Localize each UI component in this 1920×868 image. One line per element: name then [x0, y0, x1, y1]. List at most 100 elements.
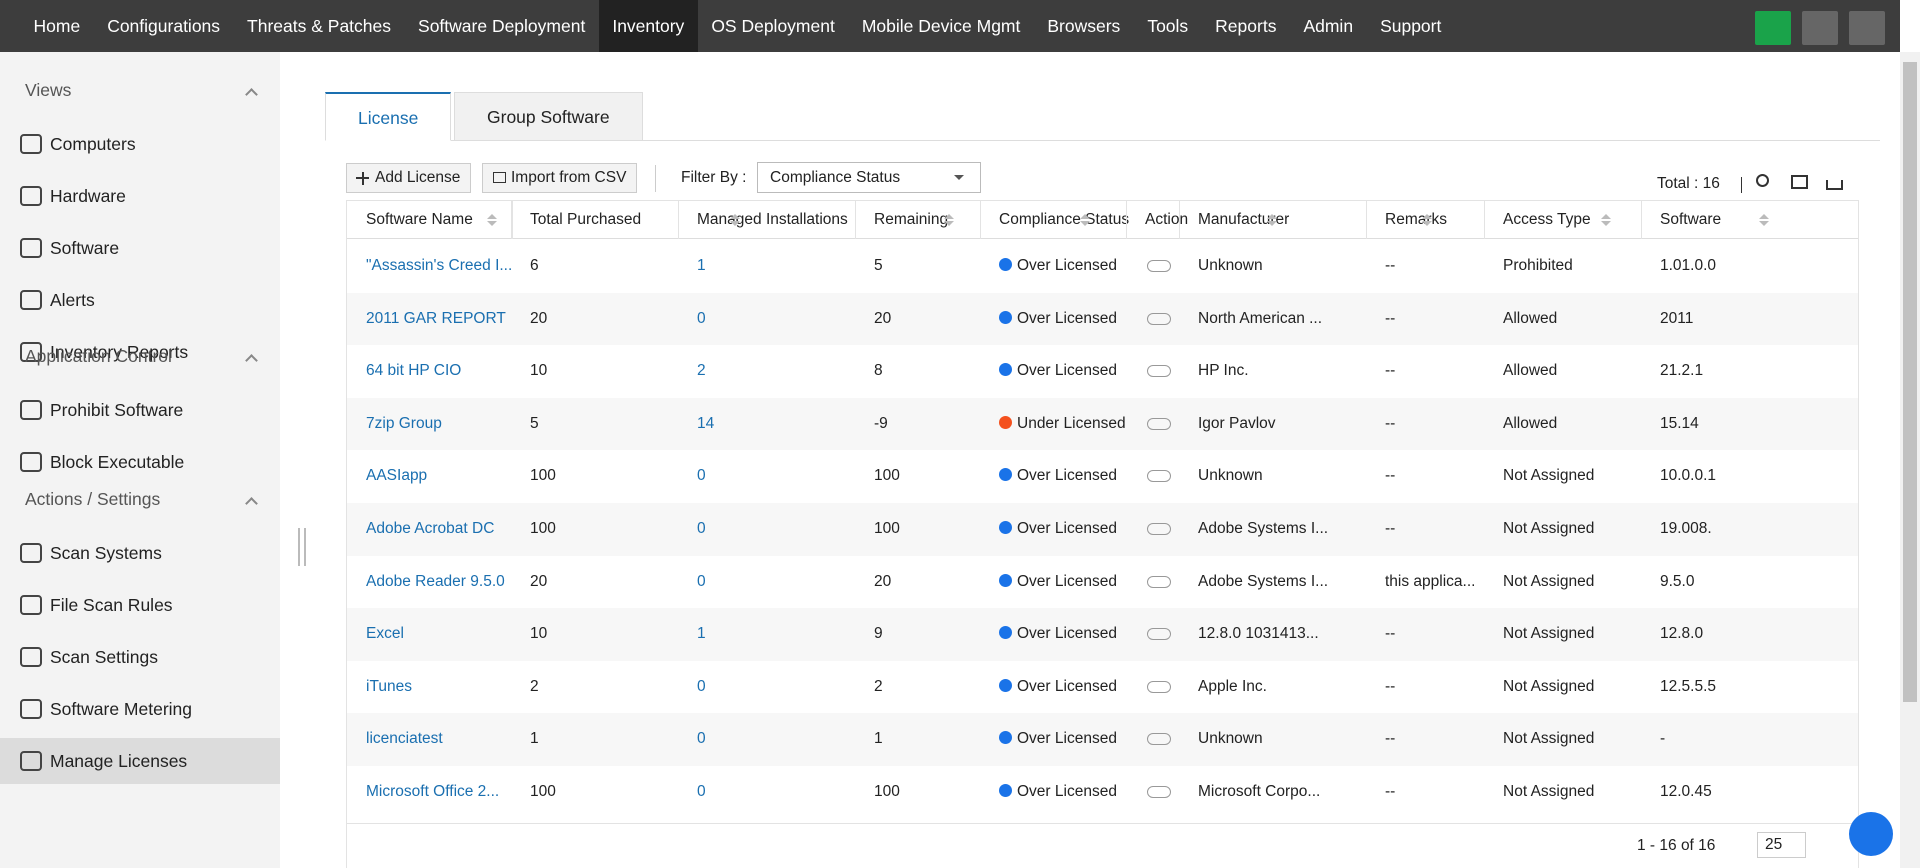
- nav-item[interactable]: Threats & Patches: [247, 16, 392, 36]
- quick-launch-button[interactable]: [1802, 11, 1838, 45]
- sidebar-item[interactable]: Software Metering: [0, 686, 280, 732]
- nav-item[interactable]: Mobile Device Mgmt: [861, 16, 1021, 36]
- cell-name[interactable]: "Assassin's Creed I...: [366, 257, 513, 274]
- action-menu[interactable]: [1147, 523, 1171, 535]
- cell-name[interactable]: Adobe Acrobat DC: [366, 520, 495, 537]
- column-header[interactable]: Access Type: [1503, 211, 1591, 228]
- nav-item[interactable]: OS Deployment: [711, 16, 835, 36]
- cell-managed[interactable]: 0: [697, 520, 706, 537]
- column-header[interactable]: Manufacturer: [1198, 211, 1290, 228]
- column-header[interactable]: Software Name: [366, 211, 473, 228]
- sort-icon[interactable]: [944, 214, 954, 219]
- collapse-icon[interactable]: [245, 497, 258, 510]
- scrollbar[interactable]: [1900, 52, 1920, 868]
- sort-icon[interactable]: [1422, 221, 1432, 226]
- cell-name[interactable]: 2011 GAR REPORT: [366, 309, 506, 327]
- action-menu[interactable]: [1147, 786, 1171, 798]
- column-header[interactable]: Remarks: [1385, 211, 1448, 228]
- sidebar-item[interactable]: Hardware: [0, 173, 280, 219]
- action-menu[interactable]: [1147, 260, 1171, 272]
- sidebar-item[interactable]: Prohibit Software: [0, 387, 280, 433]
- cell-managed[interactable]: 14: [697, 414, 715, 432]
- search-icon[interactable]: [1756, 174, 1769, 187]
- sidebar-item[interactable]: Scan Systems: [0, 530, 280, 576]
- sort-icon[interactable]: [1267, 221, 1277, 226]
- sort-icon[interactable]: [1080, 214, 1090, 219]
- column-header[interactable]: Software: [1660, 211, 1722, 228]
- actions-button[interactable]: [1849, 11, 1885, 45]
- cell-name[interactable]: Microsoft Office 2...: [366, 783, 500, 800]
- sort-icon[interactable]: [1601, 214, 1611, 219]
- action-menu[interactable]: [1147, 733, 1171, 746]
- action-menu[interactable]: [1147, 312, 1171, 325]
- sort-icon[interactable]: [1267, 214, 1277, 219]
- action-menu[interactable]: [1147, 417, 1171, 430]
- nav-item[interactable]: Home: [33, 16, 81, 36]
- cell-name[interactable]: iTunes: [366, 677, 412, 695]
- sidebar-item[interactable]: Computers: [0, 121, 280, 167]
- cell-managed[interactable]: 1: [697, 625, 706, 643]
- cell-name[interactable]: Adobe Reader 9.5.0: [366, 572, 505, 590]
- sort-icon[interactable]: [1080, 221, 1090, 226]
- cell-name[interactable]: AASIapp: [366, 467, 428, 485]
- sort-icon[interactable]: [1422, 214, 1432, 219]
- chat-button[interactable]: [1849, 812, 1893, 856]
- column-header[interactable]: Action: [1145, 211, 1189, 228]
- sidebar-item[interactable]: Block Executable: [0, 439, 280, 485]
- search-button[interactable]: [1755, 11, 1791, 45]
- nav-item[interactable]: Reports: [1215, 16, 1277, 36]
- nav-item[interactable]: Admin: [1303, 16, 1354, 36]
- page-size-select[interactable]: 25: [1757, 832, 1806, 858]
- cell-name[interactable]: 64 bit HP CIO: [366, 362, 462, 380]
- cell-managed[interactable]: 1: [697, 257, 706, 274]
- sort-icon[interactable]: [1759, 214, 1769, 219]
- action-menu[interactable]: [1147, 680, 1171, 693]
- sort-icon[interactable]: [1601, 221, 1611, 226]
- nav-item[interactable]: Support: [1380, 16, 1442, 36]
- import-csv-button[interactable]: Import from CSV: [482, 163, 638, 193]
- sidebar-item[interactable]: File Scan Rules: [0, 582, 280, 628]
- sort-icon[interactable]: [1759, 221, 1769, 226]
- cell-name[interactable]: 7zip Group: [366, 414, 442, 432]
- sidebar-item[interactable]: Software: [0, 225, 280, 271]
- action-menu[interactable]: [1147, 470, 1171, 483]
- scroll-thumb[interactable]: [1903, 62, 1917, 702]
- sort-icon[interactable]: [730, 214, 740, 219]
- cell-name[interactable]: Excel: [366, 625, 404, 643]
- export-icon[interactable]: [1826, 180, 1843, 190]
- cell-managed[interactable]: 2: [697, 362, 706, 380]
- action-menu[interactable]: [1147, 628, 1171, 641]
- nav-item[interactable]: Inventory: [598, 0, 698, 52]
- column-header[interactable]: Remaining: [874, 211, 949, 228]
- column-header[interactable]: Compliance Status: [999, 211, 1130, 228]
- sidebar-item[interactable]: Scan Settings: [0, 634, 280, 680]
- cell-managed[interactable]: 0: [697, 783, 706, 800]
- cell-managed[interactable]: 0: [697, 467, 706, 485]
- cell-managed[interactable]: 0: [697, 677, 706, 695]
- action-menu[interactable]: [1147, 575, 1171, 588]
- nav-item[interactable]: Browsers: [1047, 16, 1121, 36]
- sort-icon[interactable]: [730, 221, 740, 226]
- nav-item[interactable]: Configurations: [107, 16, 221, 36]
- sort-icon[interactable]: [487, 221, 497, 226]
- action-menu[interactable]: [1147, 365, 1171, 378]
- tab[interactable]: License: [325, 92, 452, 141]
- nav-item[interactable]: Tools: [1147, 16, 1189, 36]
- sort-icon[interactable]: [944, 221, 954, 226]
- nav-item[interactable]: Software Deployment: [418, 16, 586, 36]
- sidebar-item[interactable]: Manage Licenses: [0, 738, 280, 784]
- collapse-icon[interactable]: [245, 88, 258, 101]
- tab[interactable]: Group Software: [454, 92, 643, 141]
- cell-managed[interactable]: 0: [697, 730, 706, 748]
- cell-managed[interactable]: 0: [697, 572, 706, 590]
- cell-managed[interactable]: 0: [697, 309, 706, 327]
- sort-icon[interactable]: [487, 214, 497, 219]
- sidebar-item[interactable]: Alerts: [0, 277, 280, 323]
- columns-icon[interactable]: [1791, 175, 1808, 189]
- cell-name[interactable]: licenciatest: [366, 730, 443, 748]
- sidebar-item[interactable]: Inventory Reports: [0, 329, 280, 375]
- column-header[interactable]: Total Purchased: [530, 211, 642, 228]
- filter-dropdown[interactable]: Compliance Status: [757, 162, 981, 193]
- splitter[interactable]: [298, 528, 306, 566]
- column-header[interactable]: Managed Installations: [697, 211, 848, 228]
